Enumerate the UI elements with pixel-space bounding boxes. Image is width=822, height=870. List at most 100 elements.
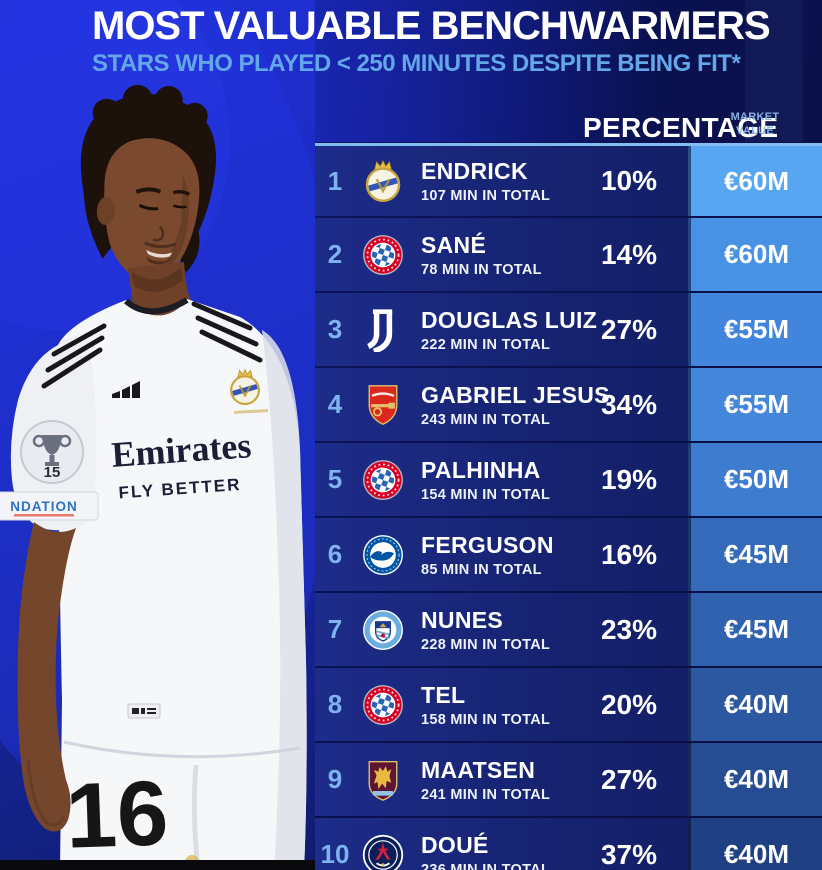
market-value: €55M xyxy=(688,368,822,441)
shorts-number: 16 xyxy=(64,762,170,868)
club-crest xyxy=(355,308,411,352)
club-crest xyxy=(355,383,411,427)
club-crest-mancity-icon xyxy=(361,608,405,652)
header-background-glow xyxy=(315,0,655,142)
benchwarmers-table: 1 ENDRICK 107 MIN IN TOTAL 10% €60M 2 SA… xyxy=(315,143,822,870)
player-info: SANÉ 78 MIN IN TOTAL xyxy=(411,232,570,278)
jersey-sponsor: Emirates FLY BETTER xyxy=(110,425,252,502)
player-info: DOUGLAS LUIZ 222 MIN IN TOTAL xyxy=(411,307,597,353)
table-row: 6 FERGUSON 85 MIN IN TOTAL 16% €45M xyxy=(315,518,822,591)
table-row: 8 TEL 158 MIN IN TOTAL 20% €40M xyxy=(315,668,822,741)
ucl-badge-icon: 15 xyxy=(20,420,84,484)
player-name: ENDRICK xyxy=(421,158,528,184)
minutes-total-label: 154 MIN IN TOTAL xyxy=(421,486,551,503)
player-info: NUNES 228 MIN IN TOTAL xyxy=(411,607,570,653)
percentage-value: 20% xyxy=(600,688,658,720)
foundation-patch: NDATION xyxy=(0,491,99,521)
club-crest xyxy=(355,233,411,277)
player-name: MAATSEN xyxy=(421,756,536,783)
market-value: €45M xyxy=(688,593,822,666)
player-name: GABRIEL JESUS xyxy=(421,381,610,408)
club-crest-real-madrid-icon xyxy=(361,159,405,203)
jersey-sponsor-line1: Emirates xyxy=(110,425,252,475)
market-value: €50M xyxy=(688,443,822,516)
player-info: MAATSEN 241 MIN IN TOTAL xyxy=(411,757,570,803)
club-crest xyxy=(355,458,411,502)
foundation-patch-text: NDATION xyxy=(10,499,78,514)
percentage-value: 10% xyxy=(600,165,658,196)
percentage-value: 37% xyxy=(600,838,658,870)
page-title: MOST VALUABLE BENCHWARMERS xyxy=(92,4,771,48)
player-info: ENDRICK 107 MIN IN TOTAL xyxy=(411,158,570,204)
club-crest xyxy=(355,608,411,652)
adidas-shoulder-stripes xyxy=(41,301,263,389)
club-crest-arsenal-icon xyxy=(361,383,405,427)
rank-label: 4 xyxy=(327,389,343,419)
table-row: 10 DOUÉ 236 MIN IN TOTAL 37% €40M xyxy=(315,818,822,870)
market-value: €60M xyxy=(688,146,822,216)
column-header-market-value: MARKET VALUE xyxy=(688,110,822,139)
club-crest-bayern-icon xyxy=(361,458,405,502)
player-name: TEL xyxy=(421,681,466,708)
player-name: NUNES xyxy=(421,606,504,633)
club-crest-juventus-icon xyxy=(361,308,405,352)
rank-label: 3 xyxy=(327,314,343,344)
minutes-total-label: 241 MIN IN TOTAL xyxy=(421,786,551,803)
rank-label: 7 xyxy=(327,614,343,644)
table-row: 2 SANÉ 78 MIN IN TOTAL 14% €60M xyxy=(315,218,822,291)
table-row: 1 ENDRICK 107 MIN IN TOTAL 10% €60M xyxy=(315,143,822,216)
club-crest-astonvilla-icon xyxy=(361,758,405,802)
club-crest xyxy=(355,533,411,577)
player-info: PALHINHA 154 MIN IN TOTAL xyxy=(411,457,570,503)
table-row: 7 NUNES 228 MIN IN TOTAL 23% €45M xyxy=(315,593,822,666)
club-crest-brighton-icon xyxy=(361,533,405,577)
rank-label: 9 xyxy=(327,764,343,794)
minutes-total-label: 236 MIN IN TOTAL xyxy=(421,861,551,870)
player-info: FERGUSON 85 MIN IN TOTAL xyxy=(411,532,570,578)
club-crest xyxy=(355,758,411,802)
rank-label: 1 xyxy=(327,165,343,196)
minutes-total-label: 228 MIN IN TOTAL xyxy=(421,636,551,653)
table-row: 3 DOUGLAS LUIZ 222 MIN IN TOTAL 27% €55M xyxy=(315,293,822,366)
percentage-value: 23% xyxy=(600,613,658,645)
player-name: SANÉ xyxy=(421,231,487,258)
percentage-value: 14% xyxy=(600,238,658,270)
player-info: GABRIEL JESUS 243 MIN IN TOTAL xyxy=(411,381,610,428)
column-header-value-line2: VALUE xyxy=(736,125,774,138)
table-row: 4 GABRIEL JESUS 243 MIN IN TOTAL 34% €55… xyxy=(315,368,822,441)
rank-label: 10 xyxy=(320,839,350,869)
club-crest-bayern-icon xyxy=(361,233,405,277)
table-row: 5 PALHINHA 154 MIN IN TOTAL 19% €50M xyxy=(315,443,822,516)
player-info: DOUÉ 236 MIN IN TOTAL xyxy=(411,832,570,870)
market-value: €40M xyxy=(688,818,822,870)
player-info: TEL 158 MIN IN TOTAL xyxy=(411,682,570,728)
minutes-total-label: 85 MIN IN TOTAL xyxy=(421,561,542,578)
minutes-total-label: 243 MIN IN TOTAL xyxy=(421,411,551,428)
market-value: €45M xyxy=(688,518,822,591)
club-crest xyxy=(355,833,411,870)
player-name: FERGUSON xyxy=(421,531,554,558)
percentage-value: 27% xyxy=(600,313,658,345)
club-crest-psg-icon xyxy=(361,833,405,870)
percentage-value: 34% xyxy=(600,388,658,420)
player-head xyxy=(80,84,216,283)
minutes-total-label: 107 MIN IN TOTAL xyxy=(421,188,551,204)
rank-label: 2 xyxy=(327,239,343,269)
minutes-total-label: 78 MIN IN TOTAL xyxy=(421,261,542,278)
club-crest xyxy=(355,159,411,203)
market-value: €40M xyxy=(688,743,822,816)
market-value: €55M xyxy=(688,293,822,366)
market-value: €40M xyxy=(688,668,822,741)
rank-label: 5 xyxy=(327,464,343,494)
market-value: €60M xyxy=(688,218,822,291)
percentage-value: 27% xyxy=(600,763,658,795)
club-crest-bayern-icon xyxy=(361,683,405,727)
background-band xyxy=(745,0,803,142)
adidas-logo-icon xyxy=(112,381,140,398)
minutes-total-label: 158 MIN IN TOTAL xyxy=(421,711,551,728)
rank-label: 8 xyxy=(327,689,343,719)
percentage-value: 16% xyxy=(600,538,658,570)
page-subtitle: STARS WHO PLAYED < 250 MINUTES DESPITE B… xyxy=(92,50,741,77)
column-header-value-line1: MARKET xyxy=(730,111,780,123)
